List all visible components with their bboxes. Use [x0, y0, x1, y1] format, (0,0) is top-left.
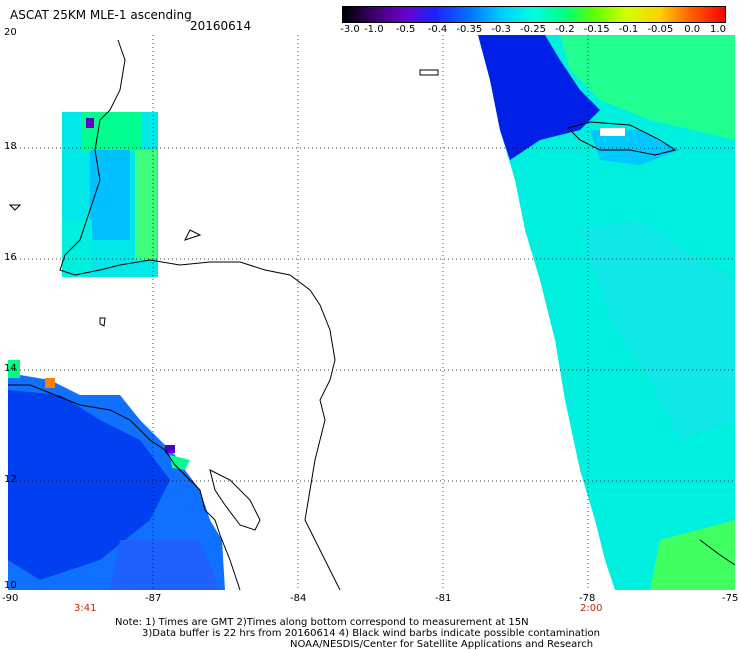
swath-yucatan	[62, 112, 158, 277]
lat-label-14: 14	[4, 363, 17, 374]
swath-jamaica	[478, 35, 735, 590]
lon-label-78: -78	[579, 593, 596, 604]
colorbar-label: -0.4	[427, 24, 448, 35]
coastlines	[8, 39, 736, 591]
colorbar-label: -0.3	[491, 24, 511, 35]
colorbar-label: -0.35	[456, 24, 483, 35]
lat-label-16: 16	[4, 252, 17, 263]
colorbar-label: -0.1	[618, 24, 639, 35]
colorbar-label: -0.2	[555, 24, 575, 35]
lat-label-20: 20	[4, 27, 17, 38]
lat-label-10: 10	[4, 580, 17, 591]
colorbar-label: 1.0	[710, 24, 726, 35]
lon-label-87: -87	[145, 593, 162, 604]
lon-label-90: -90	[2, 593, 19, 604]
grid	[8, 35, 735, 590]
colorbar-label: -1.0	[364, 24, 384, 35]
colorbar-label: 0.0	[684, 24, 701, 35]
lat-label-18: 18	[4, 141, 17, 152]
lon-label-84: -84	[290, 593, 307, 604]
product-title: ASCAT 25KM MLE-1 ascending	[10, 8, 192, 22]
note-line-2: 3)Data buffer is 22 hrs from 20160614 4)…	[142, 628, 600, 639]
swath-honduras	[8, 360, 225, 590]
lon-label-81: -81	[435, 593, 452, 604]
lon-label-75: -75	[722, 593, 739, 604]
lat-label-12: 12	[4, 474, 17, 485]
colorbar-label: -0.05	[647, 24, 674, 35]
colorbar	[342, 6, 726, 23]
colorbar-label: -3.0	[340, 24, 360, 35]
note-line-1: Note: 1) Times are GMT 2)Times along bot…	[115, 617, 529, 628]
colorbar-label: -0.15	[583, 24, 610, 35]
note-line-3: NOAA/NESDIS/Center for Satellite Applica…	[290, 639, 594, 650]
product-date: 20160614	[190, 19, 252, 33]
colorbar-label: -0.5	[395, 24, 416, 35]
pass-time-west: 3:41	[74, 603, 97, 614]
pass-time-east: 2:00	[580, 603, 603, 614]
colorbar-label: -0.25	[520, 24, 546, 35]
